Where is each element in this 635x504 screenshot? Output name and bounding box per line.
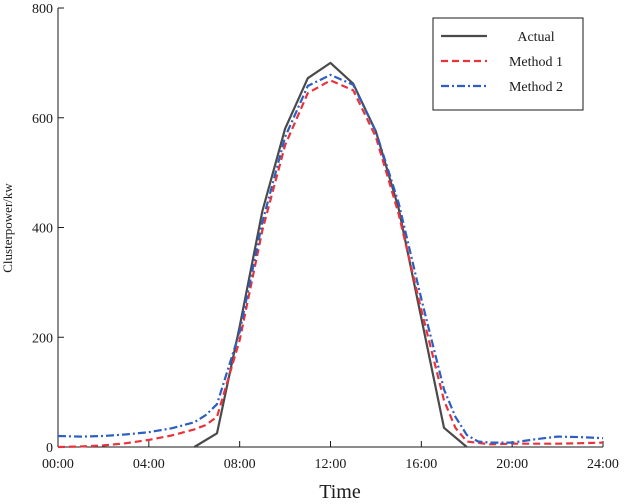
x-tick-label: 12:00 [315, 457, 347, 472]
y-tick-label: 200 [32, 331, 53, 346]
x-tick-label: 16:00 [405, 457, 437, 472]
x-axis: 00:00 04:00 08:00 12:00 16:00 20:00 24:00 [42, 441, 619, 472]
legend: Actual Method 1 Method 2 [432, 17, 584, 111]
x-tick-label: 20:00 [496, 457, 528, 472]
legend-label-2: Method 1 [509, 55, 563, 70]
legend-label-1: Actual [517, 30, 554, 45]
y-tick-label: 800 [32, 2, 53, 17]
x-tick-label: 24:00 [587, 457, 619, 472]
y-tick-label: 0 [46, 441, 53, 456]
y-tick-label: 600 [32, 112, 53, 127]
legend-label-3: Method 2 [509, 80, 563, 95]
series-line-1 [193, 61, 468, 448]
y-tick-label: 400 [32, 222, 53, 237]
x-axis-title: Time [319, 481, 361, 503]
x-tick-label: 08:00 [224, 457, 256, 472]
series-line-3 [57, 73, 604, 444]
series-line-2 [57, 79, 604, 449]
x-tick-label: 00:00 [42, 457, 74, 472]
series-layer [57, 61, 604, 449]
x-tick-label: 04:00 [133, 457, 165, 472]
y-axis-title: Clusterpower/kw [0, 183, 15, 273]
y-axis: 0 200 400 600 800 [32, 2, 64, 456]
legend-box [432, 17, 584, 111]
